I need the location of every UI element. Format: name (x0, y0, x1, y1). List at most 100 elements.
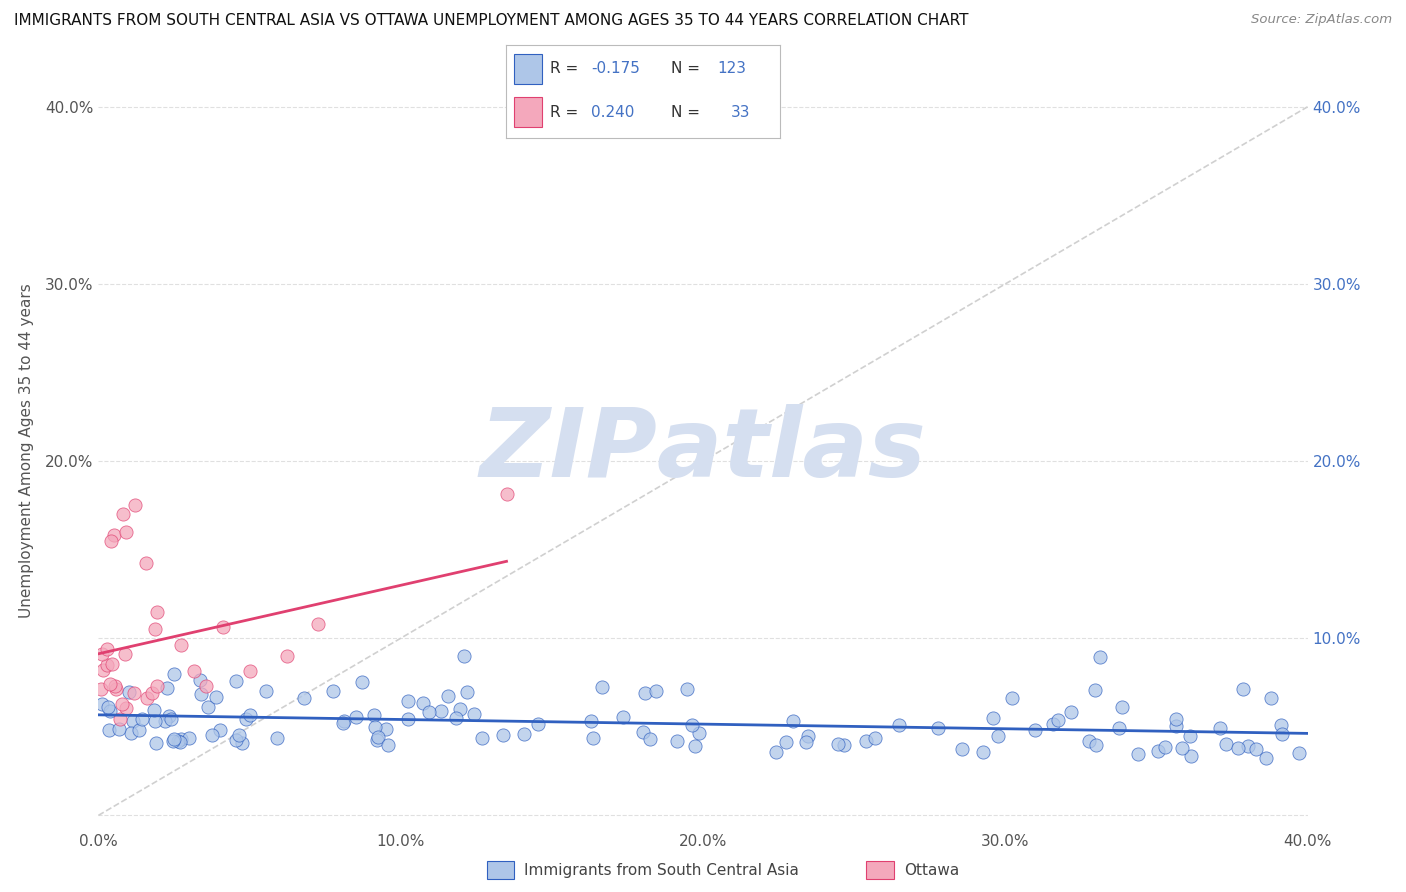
Point (453, 648, 475, 663)
Point (367, 731, 389, 745)
Point (456, 684, 478, 698)
Point (666, 734, 689, 748)
Point (797, 730, 820, 744)
Bar (866, 862, 894, 880)
Point (292, 691, 315, 706)
Point (239, 708, 262, 723)
Point (582, 731, 605, 745)
Point (228, 728, 250, 742)
Point (156, 681, 179, 696)
Point (1244, 742, 1267, 756)
Y-axis label: Unemployment Among Ages 35 to 44 years: Unemployment Among Ages 35 to 44 years (18, 283, 34, 618)
Point (157, 708, 180, 723)
Point (638, 731, 661, 746)
Point (1166, 712, 1188, 726)
Point (1271, 726, 1294, 740)
Point (366, 732, 388, 747)
Point (145, 679, 167, 693)
Point (190, 687, 212, 701)
Point (644, 684, 666, 698)
Point (1146, 744, 1168, 758)
Bar (515, 97, 541, 127)
Point (396, 712, 419, 726)
Point (122, 714, 145, 728)
Point (1085, 738, 1108, 752)
Point (128, 723, 150, 738)
Point (1232, 681, 1254, 696)
Text: N =: N = (671, 62, 704, 77)
Point (987, 730, 1010, 744)
Point (581, 714, 603, 728)
Text: -0.175: -0.175 (591, 62, 640, 77)
Point (332, 716, 354, 731)
Point (333, 714, 356, 728)
Point (364, 720, 387, 734)
Point (1084, 682, 1107, 697)
Point (103, 528, 125, 542)
Point (527, 717, 550, 731)
Point (449, 702, 471, 716)
Text: 0.240: 0.240 (591, 104, 634, 120)
Point (1078, 734, 1101, 748)
Point (225, 674, 247, 689)
Point (98, 723, 121, 737)
Point (101, 657, 124, 672)
Point (208, 723, 231, 738)
Point (794, 735, 817, 749)
Point (444, 711, 467, 725)
Point (225, 733, 247, 747)
Point (683, 739, 706, 753)
Point (153, 714, 176, 728)
Point (114, 648, 136, 662)
Point (1024, 723, 1046, 738)
Point (188, 673, 211, 687)
Point (775, 735, 797, 749)
Point (495, 487, 517, 501)
Point (631, 725, 654, 739)
Point (375, 722, 398, 736)
Point (512, 727, 534, 741)
Point (145, 736, 167, 750)
Point (163, 666, 186, 681)
Point (135, 690, 157, 705)
Point (765, 745, 787, 759)
Point (195, 679, 218, 693)
Point (418, 705, 440, 719)
Point (235, 712, 257, 726)
Point (377, 738, 399, 752)
Point (1256, 750, 1278, 764)
Point (145, 622, 167, 636)
Point (463, 706, 485, 721)
Point (166, 733, 188, 747)
Point (114, 524, 136, 539)
Point (492, 728, 515, 742)
Point (1180, 729, 1202, 743)
Text: Ottawa: Ottawa (904, 863, 959, 878)
Bar (486, 862, 515, 880)
Point (1126, 747, 1149, 762)
Point (276, 649, 298, 664)
Point (1270, 717, 1292, 731)
Point (170, 731, 193, 746)
Point (1153, 740, 1175, 755)
Point (634, 686, 657, 700)
Point (105, 682, 128, 697)
Point (676, 681, 699, 696)
Point (681, 718, 703, 732)
Point (307, 616, 329, 631)
Point (115, 701, 138, 715)
Point (179, 731, 201, 746)
Point (201, 728, 224, 742)
Point (122, 686, 145, 700)
Point (162, 734, 184, 748)
Point (1180, 749, 1202, 764)
Point (1215, 737, 1237, 751)
Point (107, 722, 129, 736)
Point (163, 731, 186, 746)
Point (1042, 716, 1064, 731)
Text: 33: 33 (731, 104, 751, 120)
Point (887, 718, 910, 732)
Text: R =: R = (550, 104, 583, 120)
Point (141, 686, 163, 700)
Point (169, 735, 191, 749)
